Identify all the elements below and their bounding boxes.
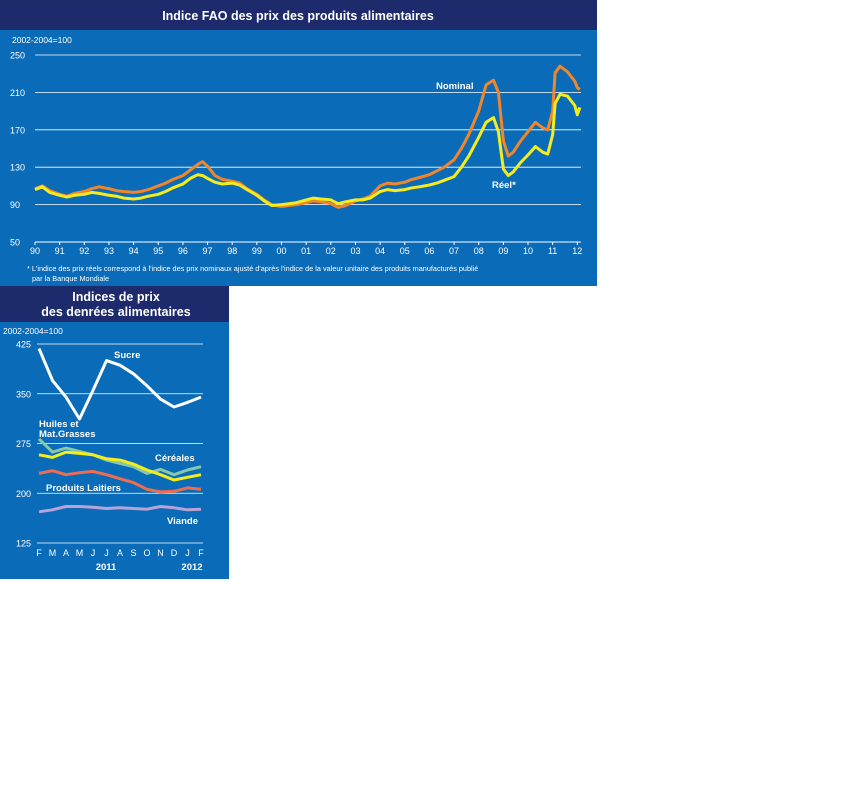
main-y-tick-label: 210	[10, 88, 25, 98]
main-x-tick-label: 94	[129, 246, 139, 256]
main-x-tick-label: 11	[548, 246, 557, 256]
cereales-label: Céréales	[155, 453, 195, 464]
main-x-tick-label: 09	[498, 246, 508, 256]
sub-x-tick-label: J	[91, 548, 96, 558]
main-x-tick-label: 03	[350, 246, 360, 256]
main-x-tick-label: 01	[301, 246, 311, 256]
main-y-tick-label: 130	[10, 163, 25, 173]
main-y-tick-label: 250	[10, 51, 25, 61]
main-chart-footnote: * L'indice des prix réels correspond à l…	[27, 264, 480, 283]
sub-gridlines	[37, 343, 203, 544]
sub-y-tick-label: 275	[16, 439, 31, 449]
main-chart-panel: Indice FAO des prix des produits aliment…	[0, 0, 597, 286]
main-x-tick-label: 07	[449, 246, 459, 256]
footnote-line-1: * L'indice des prix réels correspond à l…	[27, 264, 478, 273]
sub-x-tick-label: A	[117, 548, 123, 558]
main-x-tick-label: 99	[252, 246, 262, 256]
sub-x-tick-label: S	[130, 548, 136, 558]
huiles-line	[37, 437, 202, 477]
main-x-tick-label: 97	[203, 246, 213, 256]
produits-laitiers-line	[38, 469, 202, 494]
sub-x-tick-label: F	[198, 548, 204, 558]
sub-y-tick-label: 425	[16, 340, 31, 350]
sub-chart-panel: Indices de prix des denrées alimentaires…	[0, 286, 229, 579]
main-x-tick-label: 08	[474, 246, 484, 256]
sub-x-tick-label: M	[49, 548, 57, 558]
main-x-tick-label: 10	[523, 246, 533, 256]
huiles-label-line-1: Huiles et	[39, 419, 79, 430]
sub-y-ticks: 125 200 275 350 425	[16, 340, 31, 549]
produits-laitiers-label: Produits Laitiers	[46, 483, 121, 494]
main-chart-header	[0, 0, 597, 30]
main-x-tick-label: 96	[178, 246, 188, 256]
sub-chart-title-line-1: Indices de prix	[72, 290, 160, 304]
sucre-label: Sucre	[114, 350, 140, 361]
main-x-tick-label: 92	[79, 246, 89, 256]
main-series-lines	[34, 64, 582, 209]
footnote-line-2: par la Banque Mondiale	[32, 274, 109, 283]
viande-line	[38, 505, 202, 514]
nominal-series-label: Nominal	[436, 81, 473, 92]
year-label-2011: 2011	[96, 562, 117, 573]
main-x-tick-label: 12	[572, 246, 582, 256]
sub-x-tick-label: N	[157, 548, 164, 558]
sub-y-tick-label: 125	[16, 539, 31, 549]
sub-chart-title-line-2: des denrées alimentaires	[41, 305, 190, 319]
main-chart-title: Indice FAO des prix des produits aliment…	[162, 9, 434, 23]
main-x-tick-label: 00	[276, 246, 286, 256]
cereales-line	[38, 450, 202, 482]
main-x-tick-label: 91	[55, 246, 65, 256]
main-x-tick-label: 05	[400, 246, 410, 256]
sub-x-tick-label: J	[185, 548, 190, 558]
sub-chart-svg: Indices de prix des denrées alimentaires…	[3, 290, 204, 573]
main-y-ticks: 50 90 130 170 210 250	[10, 51, 25, 248]
real-series-label: Réel*	[492, 180, 516, 191]
main-y-tick-label: 170	[10, 125, 25, 135]
main-x-tick-label: 95	[153, 246, 163, 256]
sub-y-tick-label: 350	[16, 389, 31, 399]
year-label-2012: 2012	[181, 562, 202, 573]
nominal-series-line	[34, 64, 581, 209]
real-series-line	[34, 92, 582, 207]
main-chart-svg: Indice FAO des prix des produits aliment…	[10, 9, 582, 283]
main-x-tick-label: 98	[227, 246, 237, 256]
sub-x-tick-label: O	[143, 548, 150, 558]
sub-chart-unit: 2002-2004=100	[3, 326, 63, 336]
main-x-tick-label: 04	[375, 246, 385, 256]
main-chart-unit: 2002-2004=100	[12, 35, 72, 45]
sucre-line	[37, 348, 202, 421]
main-y-tick-label: 50	[10, 238, 20, 248]
sub-y-tick-label: 200	[16, 489, 31, 499]
sub-x-tick-label: J	[104, 548, 109, 558]
main-x-ticks: 90 91 92 93 94 95 96 97 98 99 00 01 02 03 04 05 06 07 08 09…	[30, 241, 582, 256]
sub-x-tick-label: A	[63, 548, 69, 558]
main-x-tick-label: 06	[424, 246, 434, 256]
main-x-tick-label: 02	[326, 246, 336, 256]
sub-chart-header	[0, 286, 229, 322]
sub-x-tick-label: M	[76, 548, 84, 558]
sub-x-tick-label: F	[36, 548, 42, 558]
main-x-tick-label: 90	[30, 246, 40, 256]
sub-x-tick-label: D	[171, 548, 178, 558]
main-x-tick-label: 93	[104, 246, 114, 256]
viande-label: Viande	[167, 516, 198, 527]
main-y-tick-label: 90	[10, 200, 20, 210]
main-gridlines	[35, 54, 581, 243]
huiles-label-line-2: Mat.Grasses	[39, 429, 96, 440]
sub-series-lines	[37, 348, 202, 514]
